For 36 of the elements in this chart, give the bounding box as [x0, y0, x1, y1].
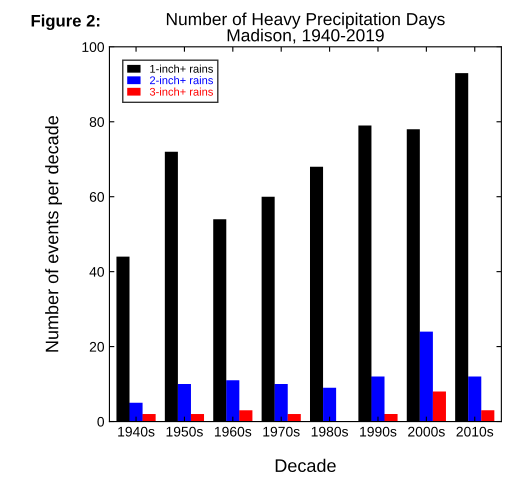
bar — [239, 410, 252, 422]
bar — [190, 414, 204, 422]
y-axis-title: Number of events per decade — [45, 116, 62, 352]
bar — [384, 414, 398, 422]
bar — [468, 376, 482, 422]
bar — [288, 414, 301, 422]
bar — [142, 414, 156, 422]
x-tick-label: 1980s — [312, 426, 348, 437]
bar — [178, 384, 191, 422]
x-tick-label: 1970s — [263, 426, 300, 437]
y-tick-label: 40 — [89, 266, 104, 277]
y-tick-label: 100 — [82, 42, 104, 52]
legend-label: 2-inch+ rains — [150, 76, 213, 84]
bar — [130, 402, 143, 422]
y-tick-label: 20 — [90, 342, 104, 352]
y-tick-label: 0 — [97, 416, 104, 427]
bar — [323, 388, 336, 422]
y-tick-label: 60 — [90, 192, 104, 202]
bar — [420, 332, 433, 422]
bar — [481, 410, 494, 422]
legend-label: 1-inch+ rains — [150, 64, 213, 73]
x-tick-label: 2010s — [456, 426, 494, 437]
y-tick-label: 80 — [90, 117, 104, 127]
x-tick-label: 1950s — [166, 426, 203, 437]
chart-title: Number of Heavy Precipitation Days Madison, 1940-2019 — [166, 12, 445, 44]
legend-label: 3-inch+ rains — [150, 88, 213, 96]
x-tick-label: 2000s — [408, 426, 445, 437]
x-axis-title: Decade — [276, 458, 336, 472]
caption: Figure 2: — [32, 14, 100, 30]
x-tick-label: 1960s — [214, 426, 252, 437]
x-tick-label: 1940s — [118, 426, 154, 437]
x-tick-label: 1990s — [360, 426, 396, 437]
bar — [226, 380, 240, 422]
bar — [274, 384, 288, 422]
bar — [371, 376, 385, 422]
bar — [432, 392, 446, 422]
